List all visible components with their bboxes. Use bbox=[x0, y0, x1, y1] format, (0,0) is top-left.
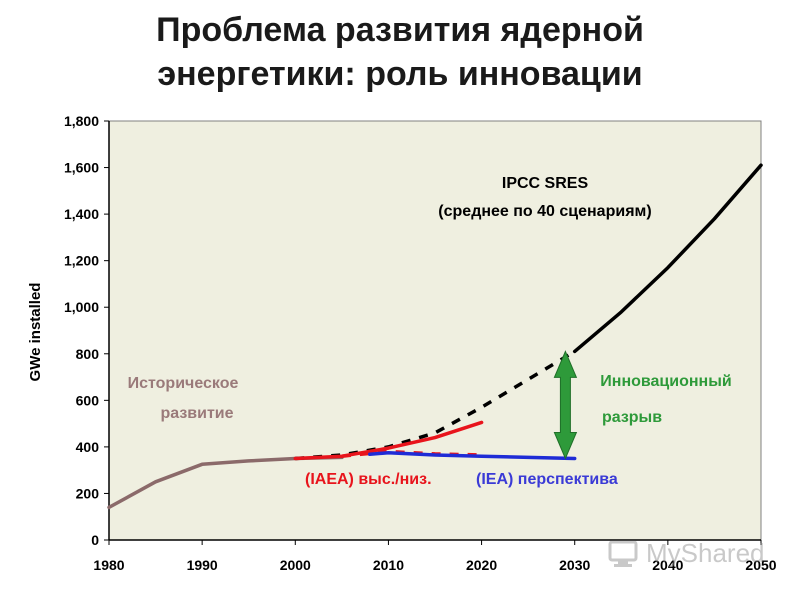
series-iea-outlook bbox=[368, 450, 577, 461]
slide-title-line-2: энергетики: роль инновации bbox=[157, 55, 643, 93]
x-tick-label: 2040 bbox=[652, 557, 683, 573]
x-tick-label: 2050 bbox=[745, 557, 776, 573]
series-iaea-high bbox=[293, 420, 484, 461]
gap-arrow bbox=[553, 350, 578, 460]
slide-title: Проблема развития ядерной энергетики: ро… bbox=[0, 8, 800, 96]
historical-label-line-1: Историческое bbox=[128, 375, 239, 392]
y-tick-label: 800 bbox=[76, 346, 100, 362]
y-tick-label: 600 bbox=[76, 392, 100, 408]
y-tick-label: 1,800 bbox=[64, 113, 99, 129]
myshared-logo-icon bbox=[608, 540, 638, 567]
innovation-gap-label-line-2: разрыв bbox=[602, 409, 662, 426]
x-tick-label: 1980 bbox=[93, 557, 124, 573]
iea-label: (IEA) перспектива bbox=[476, 471, 618, 488]
x-tick-label: 2020 bbox=[466, 557, 497, 573]
watermark-text: MyShared bbox=[646, 538, 765, 568]
series-layer bbox=[107, 163, 763, 510]
slide-title-line-1: Проблема развития ядерной bbox=[156, 11, 644, 49]
axes: 0 200 400 600 800 1,000 1,200 1,400 1,600 1,800 19… bbox=[64, 113, 777, 573]
y-tick-label: 1,600 bbox=[64, 160, 99, 176]
iaea-label: (IAEA) выс./низ. bbox=[305, 471, 432, 488]
y-axis-label: GWe installed bbox=[27, 283, 44, 382]
y-tick-label: 1,000 bbox=[64, 299, 99, 315]
y-tick-label: 200 bbox=[76, 485, 100, 501]
x-tick-label: 2000 bbox=[280, 557, 311, 573]
y-tick-label: 0 bbox=[91, 532, 99, 548]
innovation-gap-label-line-1: Инновационный bbox=[600, 373, 731, 390]
y-tick-label: 1,200 bbox=[64, 253, 99, 269]
plot-area bbox=[108, 120, 762, 541]
y-tick-label: 400 bbox=[76, 439, 100, 455]
ipcc-label-line-1: IPCC SRES bbox=[502, 175, 589, 192]
x-tick-label: 2010 bbox=[373, 557, 404, 573]
historical-label-line-2: развитие bbox=[160, 405, 233, 422]
ipcc-label-line-2: (среднее по 40 сценариям) bbox=[438, 203, 651, 220]
x-tick-label: 1990 bbox=[187, 557, 218, 573]
innovation-gap-arrow bbox=[553, 350, 578, 460]
y-tick-label: 1,400 bbox=[64, 206, 99, 222]
x-tick-label: 2030 bbox=[559, 557, 590, 573]
watermark: MyShared bbox=[608, 538, 765, 568]
series-ipcc-solid bbox=[572, 163, 763, 354]
